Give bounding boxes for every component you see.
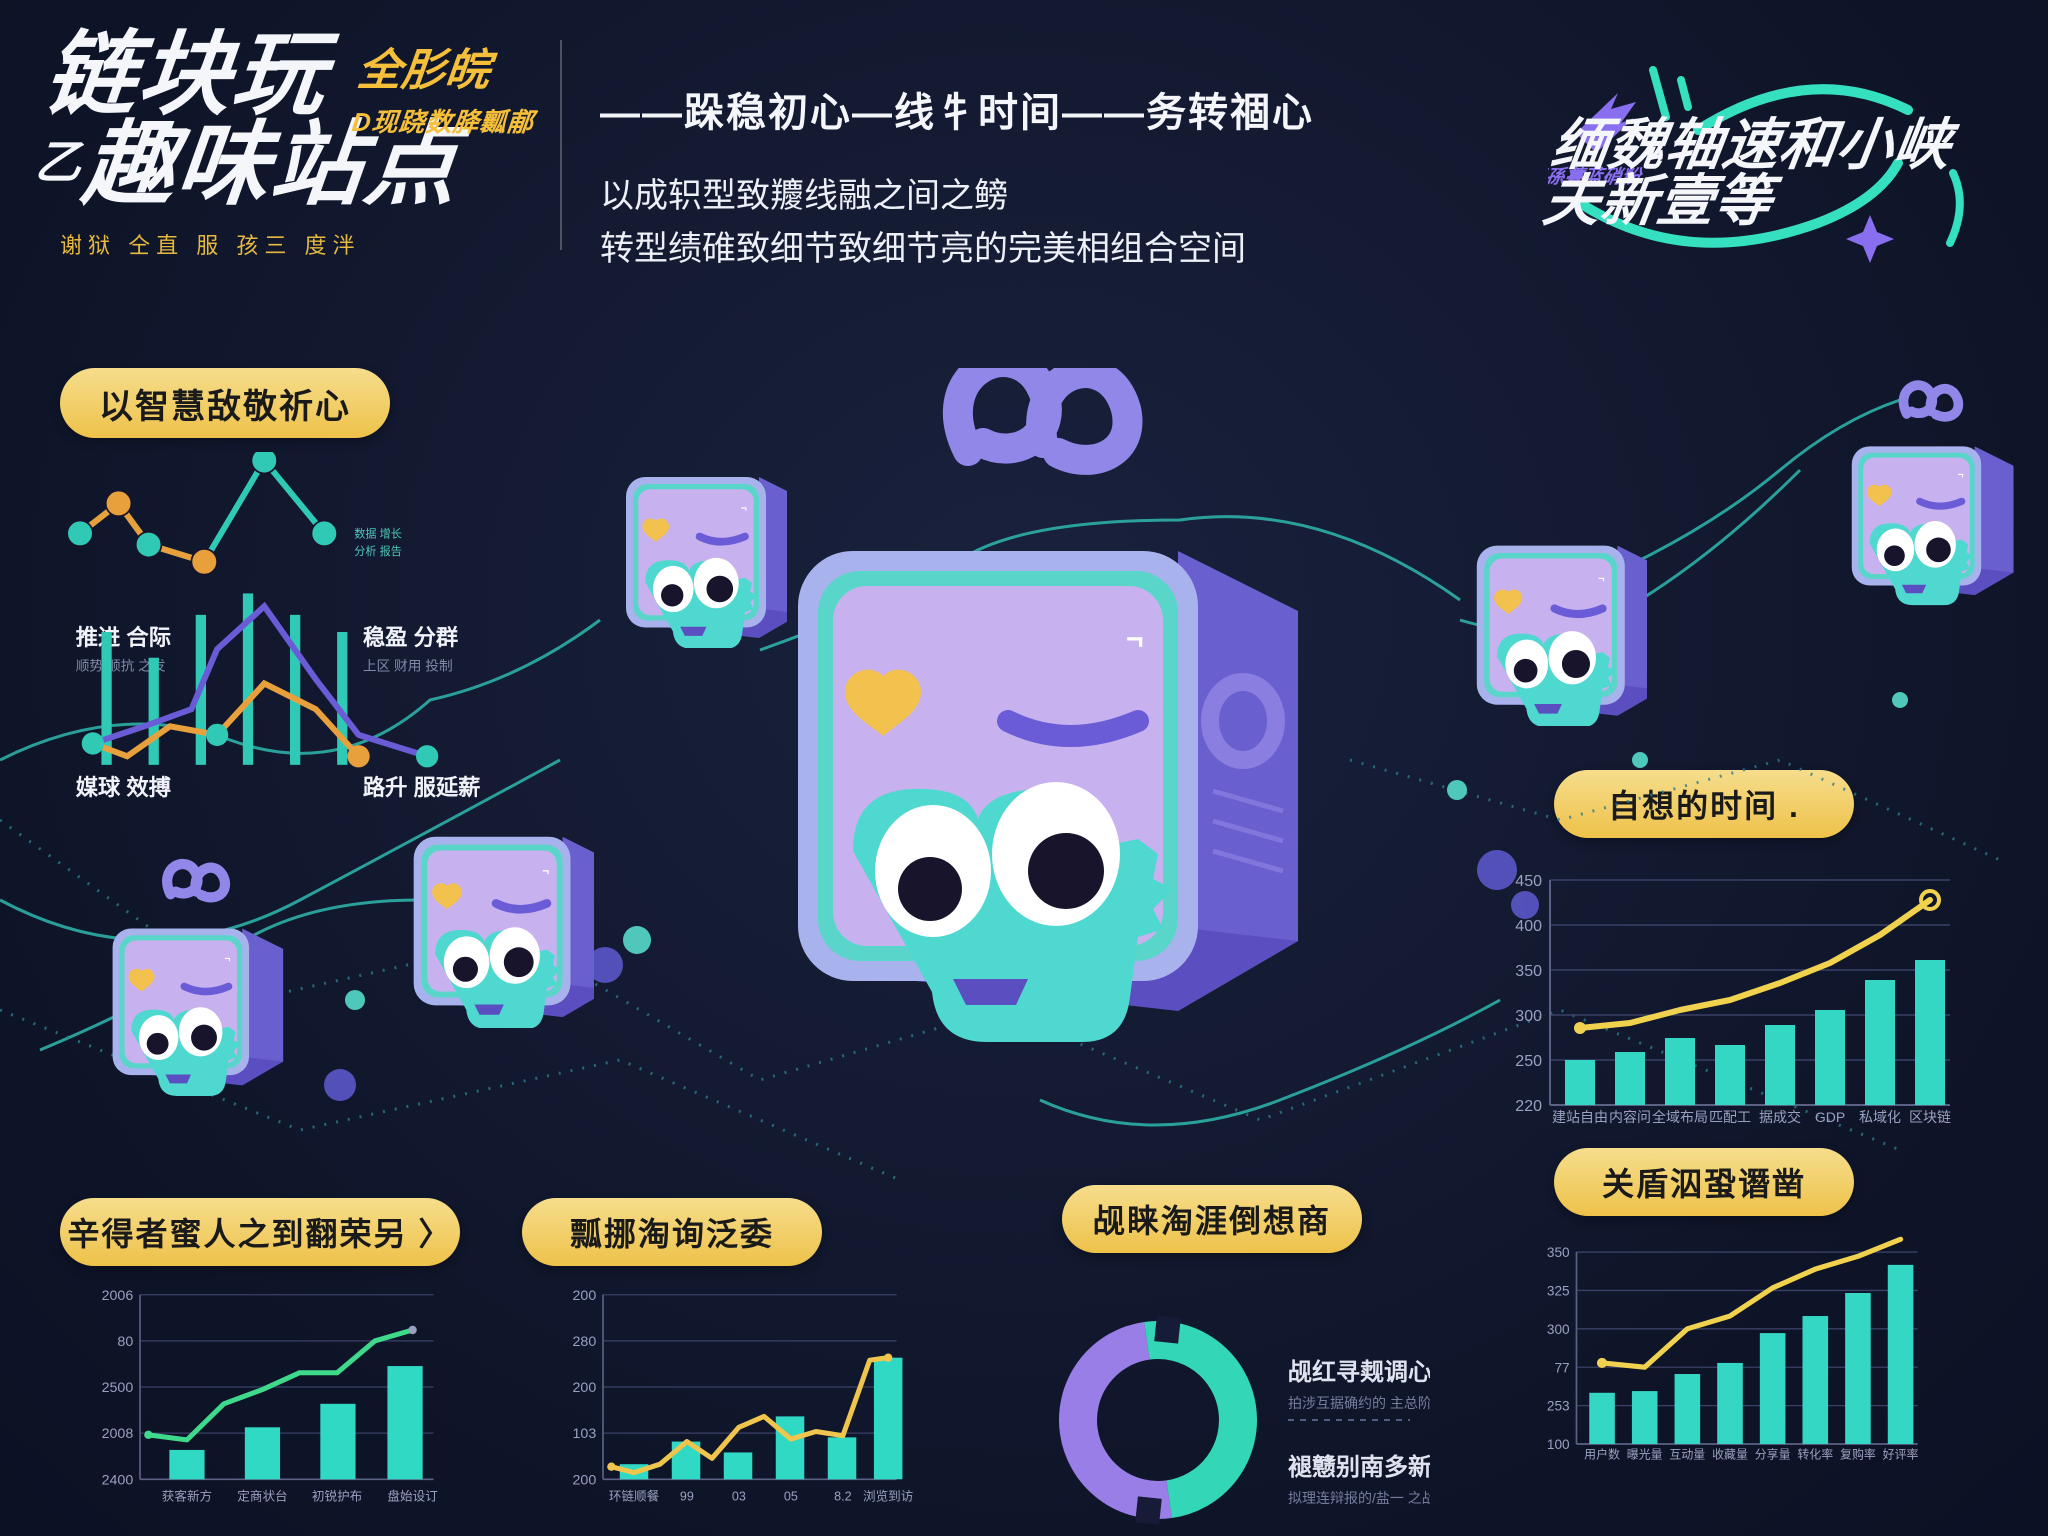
svg-text:253: 253 — [1547, 1399, 1570, 1414]
svg-text:据成交: 据成交 — [1759, 1109, 1801, 1125]
svg-text:私域化: 私域化 — [1859, 1109, 1901, 1125]
svg-text:100: 100 — [1547, 1437, 1570, 1452]
svg-text:褪戆别南多新卡: 褪戆别南多新卡 — [1288, 1453, 1430, 1481]
svg-text:获客新方: 获客新方 — [162, 1488, 212, 1503]
svg-text:匹配工: 匹配工 — [1709, 1109, 1751, 1125]
svg-text:稳盈 分群: 稳盈 分群 — [363, 624, 458, 650]
svg-text:收藏量: 收藏量 — [1712, 1447, 1748, 1461]
svg-text:媒球 效搏: 媒球 效搏 — [76, 774, 171, 800]
svg-text:325: 325 — [1547, 1284, 1570, 1299]
svg-text:全域布局: 全域布局 — [1652, 1109, 1708, 1125]
svg-text:200: 200 — [573, 1380, 597, 1396]
svg-text:350: 350 — [1515, 963, 1542, 980]
svg-text:复购率: 复购率 — [1840, 1446, 1876, 1461]
svg-text:2006: 2006 — [102, 1288, 134, 1304]
svg-text:盘始设订: 盘始设订 — [387, 1488, 438, 1503]
svg-text:300: 300 — [1547, 1322, 1570, 1337]
svg-text:区块链: 区块链 — [1909, 1109, 1951, 1125]
svg-text:互动量: 互动量 — [1669, 1447, 1705, 1461]
svg-text:80: 80 — [117, 1334, 133, 1350]
svg-text:定商状台: 定商状台 — [237, 1489, 287, 1503]
svg-text:环链顺餐: 环链顺餐 — [609, 1488, 660, 1503]
svg-text:建站自由: 建站自由 — [1552, 1109, 1608, 1125]
svg-text:用户数: 用户数 — [1584, 1446, 1620, 1461]
svg-text:05: 05 — [784, 1489, 798, 1503]
svg-text:200: 200 — [573, 1288, 597, 1304]
svg-text:250: 250 — [1515, 1053, 1542, 1070]
svg-text:觇红寻觌调心故邹: 觇红寻觌调心故邹 — [1288, 1358, 1430, 1386]
svg-text:拟理连辩报的/盐一 之战: 拟理连辩报的/盐一 之战 — [1288, 1490, 1430, 1506]
svg-text:浏览到访: 浏览到访 — [863, 1488, 913, 1503]
svg-text:推进 合际: 推进 合际 — [76, 624, 171, 650]
svg-text:曝光量: 曝光量 — [1627, 1447, 1663, 1461]
svg-text:400: 400 — [1515, 918, 1542, 935]
svg-text:2500: 2500 — [102, 1380, 134, 1396]
svg-text:内容问: 内容问 — [1609, 1109, 1651, 1125]
svg-text:99: 99 — [680, 1489, 694, 1503]
svg-text:2008: 2008 — [102, 1426, 134, 1442]
svg-text:初锐护布: 初锐护布 — [312, 1489, 362, 1503]
svg-text:103: 103 — [573, 1426, 597, 1442]
svg-text:GDP: GDP — [1815, 1109, 1845, 1125]
svg-text:数据 增长: 数据 增长 — [354, 527, 402, 541]
svg-text:2400: 2400 — [102, 1472, 134, 1488]
svg-text:上区 财用 投制: 上区 财用 投制 — [363, 659, 453, 674]
svg-text:拍涉互据确约的 主总阶张: 拍涉互据确约的 主总阶张 — [1288, 1395, 1430, 1411]
svg-text:路升 服延薪: 路升 服延薪 — [363, 774, 481, 800]
svg-text:分享量: 分享量 — [1755, 1446, 1791, 1461]
svg-text:280: 280 — [573, 1334, 597, 1350]
svg-text:220: 220 — [1515, 1098, 1542, 1115]
svg-text:8.2: 8.2 — [834, 1489, 852, 1503]
svg-text:分析 报告: 分析 报告 — [354, 544, 402, 558]
svg-text:77: 77 — [1554, 1360, 1569, 1375]
svg-text:03: 03 — [732, 1489, 746, 1503]
svg-text:300: 300 — [1515, 1008, 1542, 1025]
svg-text:好评率: 好评率 — [1883, 1446, 1919, 1461]
svg-text:转化率: 转化率 — [1797, 1446, 1833, 1461]
svg-text:200: 200 — [573, 1472, 597, 1488]
svg-text:350: 350 — [1547, 1245, 1570, 1260]
svg-text:450: 450 — [1515, 873, 1542, 890]
